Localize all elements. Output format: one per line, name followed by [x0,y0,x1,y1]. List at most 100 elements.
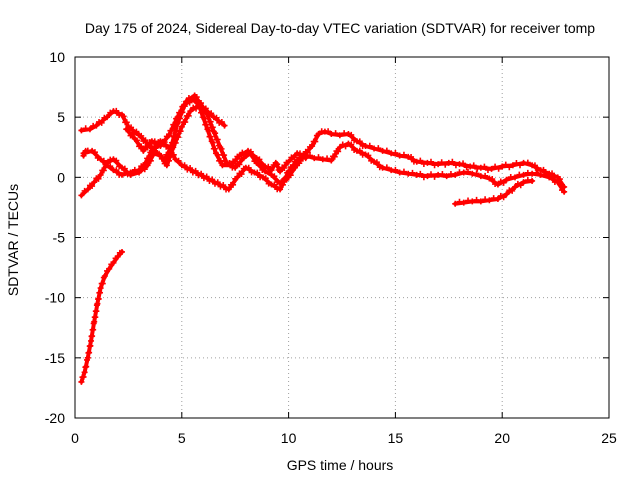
y-tick-label: -20 [45,410,65,426]
series-track-lower [80,138,568,195]
data-point [524,169,531,176]
data-point [201,115,208,122]
data-point [144,144,151,151]
data-point [118,164,125,171]
data-point [285,168,292,175]
data-point [145,155,152,162]
data-point [104,162,111,169]
data-point [142,159,149,166]
data-point [271,173,278,180]
data-point [221,122,228,129]
data-point [205,113,212,120]
data-point [417,170,424,177]
data-point [265,168,272,175]
data-point [413,158,420,165]
data-point [332,130,339,137]
data-point [98,119,105,126]
data-point [256,161,263,168]
data-point [99,280,106,287]
data-point [182,119,189,126]
data-point [417,157,424,164]
data-point [218,145,225,152]
data-point [78,127,85,134]
data-point [396,152,403,159]
data-point [78,192,85,199]
data-point [351,146,358,153]
data-point [125,127,132,134]
y-axis-label: SDTVAR / TECUs [5,184,21,296]
data-point [420,174,427,181]
data-point [365,152,372,159]
data-point [140,147,147,154]
data-point [84,186,91,193]
data-point [209,176,216,183]
data-point [460,160,467,167]
data-point [97,156,104,163]
data-layer [78,92,568,385]
data-point [420,160,427,167]
data-point [495,165,502,172]
data-point [513,159,520,166]
data-point [319,156,326,163]
data-point [168,127,175,134]
data-point [100,167,107,174]
data-point [473,196,480,203]
data-point [97,285,104,292]
data-point [277,168,284,175]
data-point [456,198,463,205]
data-point [187,165,194,172]
data-point [198,170,205,177]
data-point [81,187,88,194]
data-point [121,165,128,172]
data-point [214,179,221,186]
data-point [226,159,233,166]
data-point [207,118,214,125]
data-point [221,152,228,159]
data-point [452,171,459,178]
data-point [285,158,292,165]
data-point [225,186,232,193]
data-point [172,139,179,146]
data-point [413,171,420,178]
data-point [107,109,114,116]
y-tick-label: -15 [45,350,65,366]
data-point [159,154,166,161]
x-tick-label: 15 [388,430,404,446]
data-point [503,176,510,183]
data-point [172,156,179,163]
data-point [142,137,149,144]
data-point [154,149,161,156]
tick-layer: 0 5 10 15 20 25 -20 -15 -10 -5 0 5 10 [45,49,617,446]
data-point [375,145,382,152]
data-point [517,162,523,169]
data-point [435,161,442,168]
data-point [556,180,563,187]
data-point [89,333,96,340]
data-point [477,164,484,171]
data-point [328,157,335,164]
data-point [447,171,454,178]
data-point [502,161,509,168]
data-point [160,138,167,145]
data-point [245,164,252,171]
data-point [220,182,227,189]
data-point [203,121,210,128]
data-point [428,171,434,178]
data-point [405,170,412,177]
data-point [368,157,375,164]
data-point [140,163,147,170]
data-point [80,152,87,159]
data-point [490,195,497,202]
data-point [80,373,87,380]
data-point [83,363,90,370]
data-point [165,132,172,139]
data-point [100,157,107,164]
data-point [97,171,104,178]
data-point [445,159,452,166]
data-point [279,181,286,188]
x-tick-label: 25 [601,430,617,446]
data-point [218,118,225,125]
data-point [232,164,239,171]
data-point [129,131,136,138]
